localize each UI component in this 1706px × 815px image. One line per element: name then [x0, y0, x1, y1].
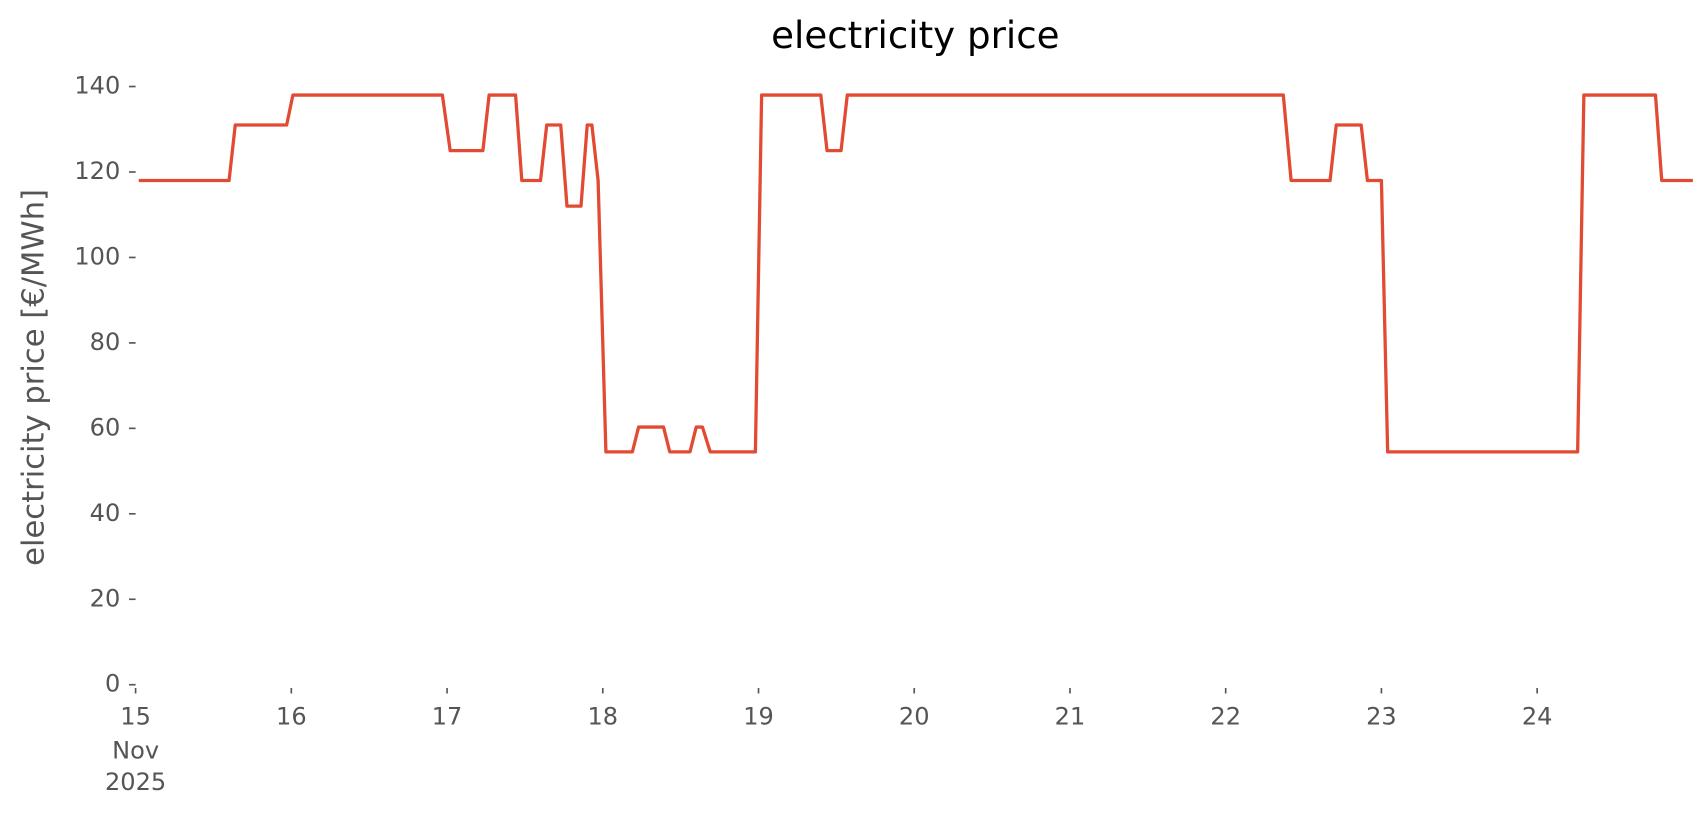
y-tick-label: 0 — [105, 670, 120, 698]
y-tick-label: 60 — [90, 413, 121, 441]
x-tick-label: 19 — [743, 703, 774, 731]
x-tick-label: 20 — [899, 703, 930, 731]
x-tick-label: 17 — [432, 703, 463, 731]
x-tick-label: 21 — [1055, 703, 1086, 731]
x-tick-label: 18 — [587, 703, 618, 731]
y-tick-label: 140 — [74, 72, 120, 100]
y-tick-label: 20 — [90, 584, 121, 612]
y-tick-label: 120 — [74, 157, 120, 185]
chart-title: electricity price — [771, 13, 1059, 57]
x-month-label: Nov — [112, 736, 159, 764]
x-year-label: 2025 — [105, 768, 166, 796]
y-axis-label: electricity price [€/MWh] — [16, 189, 51, 566]
y-tick-label: 100 — [74, 242, 120, 270]
x-tick-label: 24 — [1522, 703, 1553, 731]
x-tick-label: 16 — [276, 703, 307, 731]
y-tick-label: 80 — [90, 328, 121, 356]
x-tick-label: 22 — [1210, 703, 1241, 731]
price-line — [138, 93, 1693, 454]
x-tick-label: 15 — [120, 703, 151, 731]
y-tick-label: 40 — [90, 499, 121, 527]
x-tick-label: 23 — [1366, 703, 1397, 731]
